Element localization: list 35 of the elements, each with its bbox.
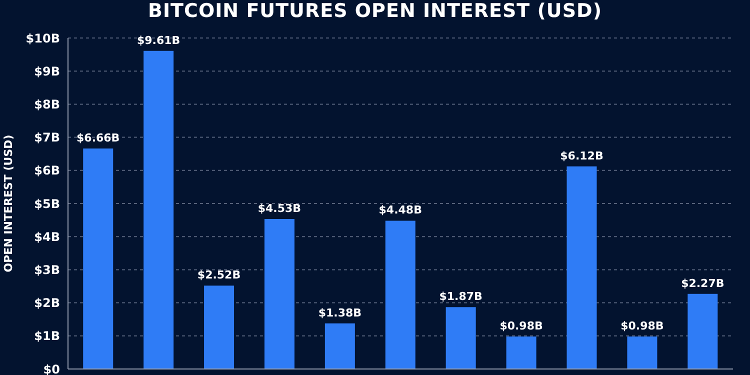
y-tick-label: $3B (34, 262, 60, 277)
data-label: $6.12B (560, 149, 604, 162)
y-axis-title: OPEN INTEREST (USD) (2, 134, 15, 272)
data-label: $4.48B (378, 204, 422, 217)
data-label: $1.38B (318, 306, 362, 320)
y-tick-label: $5B (34, 196, 60, 211)
bar (324, 323, 355, 369)
y-tick-label: $4B (34, 230, 60, 244)
bar (506, 336, 536, 369)
bar (688, 294, 718, 369)
bar (144, 50, 174, 369)
y-tick-label: $1B (34, 329, 60, 344)
y-tick-label: $7B (34, 130, 60, 145)
bar (566, 166, 597, 369)
data-label: $2.27B (681, 276, 724, 290)
data-label: $2.52B (197, 268, 241, 282)
bar (264, 219, 294, 369)
data-label: $1.87B (439, 290, 482, 304)
y-tick-label: $2B (34, 296, 60, 310)
data-label: $9.61B (136, 34, 180, 47)
data-label: $0.98B (620, 320, 664, 333)
bar (385, 220, 416, 369)
bar (627, 336, 658, 369)
data-label: $4.53B (258, 202, 302, 216)
y-tick-label: $10B (26, 31, 60, 46)
bar (204, 286, 234, 369)
data-label: $0.98B (500, 320, 543, 333)
y-tick-label: $6B (34, 164, 60, 178)
y-tick-label: $9B (34, 64, 60, 78)
y-tick-label: $0 (43, 362, 60, 375)
data-label: $6.66B (76, 132, 120, 145)
bar (83, 148, 114, 369)
chart-title: BITCOIN FUTURES OPEN INTEREST (USD) (147, 0, 603, 22)
bar (446, 307, 476, 369)
y-tick-label: $8B (34, 97, 60, 112)
